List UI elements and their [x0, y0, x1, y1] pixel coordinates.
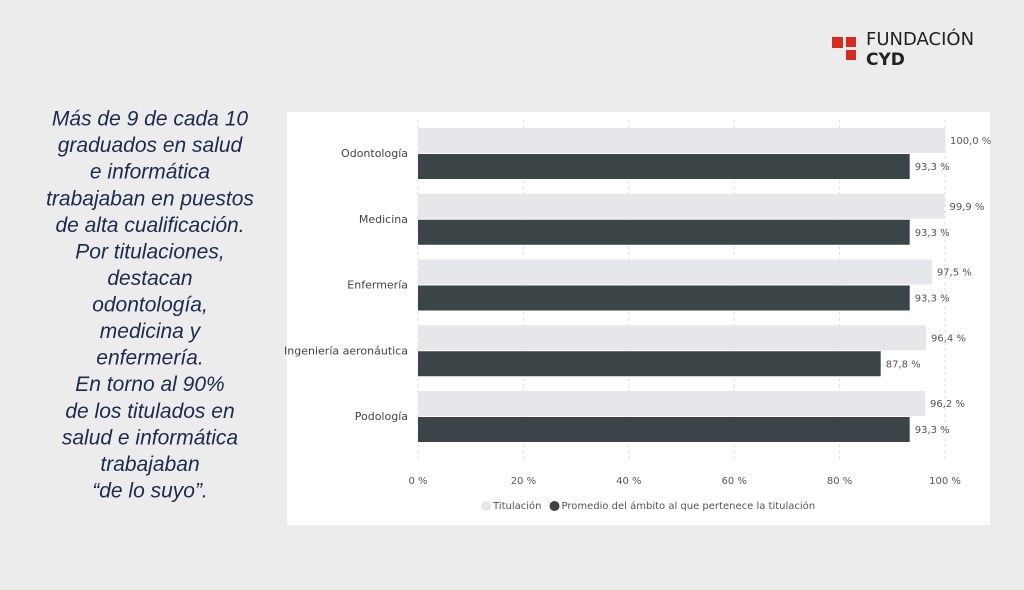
- headline-line: Por titulaciones,: [75, 240, 224, 263]
- logo-square: [846, 37, 856, 47]
- bar: [418, 193, 945, 219]
- bar: [418, 285, 910, 311]
- category-label: Podología: [355, 410, 408, 423]
- value-label: 93,3 %: [915, 294, 950, 305]
- headline: Más de 9 de cada 10 graduados en salud e i…: [46, 108, 254, 503]
- x-tick-label: 100 %: [929, 476, 961, 487]
- headline-line: e informática: [90, 161, 210, 184]
- bar: [418, 417, 910, 442]
- bar: [418, 351, 881, 377]
- bar: [418, 325, 927, 351]
- value-label: 100,0 %: [950, 136, 991, 147]
- legend-marker: [549, 501, 560, 511]
- headline-line: odontología,: [92, 294, 208, 317]
- x-tick-label: 80 %: [827, 476, 852, 487]
- bar: [418, 391, 925, 416]
- headline-line: enfermería.: [96, 347, 203, 370]
- value-label: 93,3 %: [915, 162, 950, 173]
- logo-square: [832, 37, 843, 48]
- headline-line: de los titulados en: [65, 400, 234, 423]
- value-label: 97,5 %: [937, 268, 972, 279]
- headline-line: Más de 9 de cada 10: [52, 108, 248, 131]
- bar: [418, 219, 910, 245]
- category-label: Enfermería: [347, 279, 408, 292]
- x-tick-label: 60 %: [721, 476, 746, 487]
- value-label: 93,3 %: [915, 425, 950, 436]
- value-label: 96,2 %: [930, 399, 965, 410]
- value-label: 87,8 %: [886, 359, 921, 370]
- logo: FUNDACIÓN CYD: [832, 28, 974, 70]
- chart-panel: [287, 112, 990, 525]
- chart: 0 % 20 % 40 % 60 % 80 % 100 % Odontología 100,0…: [284, 120, 991, 512]
- value-label: 96,4 %: [931, 333, 966, 344]
- headline-line: trabajaban en puestos: [46, 187, 254, 210]
- value-label: 93,3 %: [915, 228, 950, 239]
- value-label: 99,9 %: [949, 202, 984, 213]
- headline-line: trabajaban: [100, 453, 199, 476]
- logo-text: FUNDACIÓN: [866, 28, 974, 50]
- headline-line: de alta cualificación.: [55, 214, 244, 237]
- logo-square: [846, 50, 856, 60]
- x-tick-label: 20 %: [511, 476, 536, 487]
- legend-marker: [481, 501, 491, 511]
- headline-line: salud e informática: [62, 426, 238, 449]
- bar: [418, 259, 932, 285]
- headline-line: En torno al 90%: [75, 373, 224, 396]
- x-tick-label: 40 %: [616, 476, 641, 487]
- legend-label: Promedio del ámbito al que pertenece la …: [561, 500, 815, 512]
- bar: [418, 128, 945, 153]
- x-tick-label: 0 %: [408, 476, 427, 487]
- category-label: Medicina: [359, 213, 408, 226]
- category-label: Odontología: [341, 147, 408, 160]
- headline-line: medicina y: [100, 320, 202, 343]
- headline-line: “de lo suyo”.: [92, 480, 208, 503]
- logo-text: CYD: [866, 50, 905, 70]
- category-label: Ingeniería aeronáutica: [284, 344, 408, 357]
- headline-line: destacan: [107, 267, 192, 290]
- bar: [418, 154, 910, 179]
- legend-label: Titulación: [492, 500, 541, 512]
- headline-line: graduados en salud: [58, 134, 244, 157]
